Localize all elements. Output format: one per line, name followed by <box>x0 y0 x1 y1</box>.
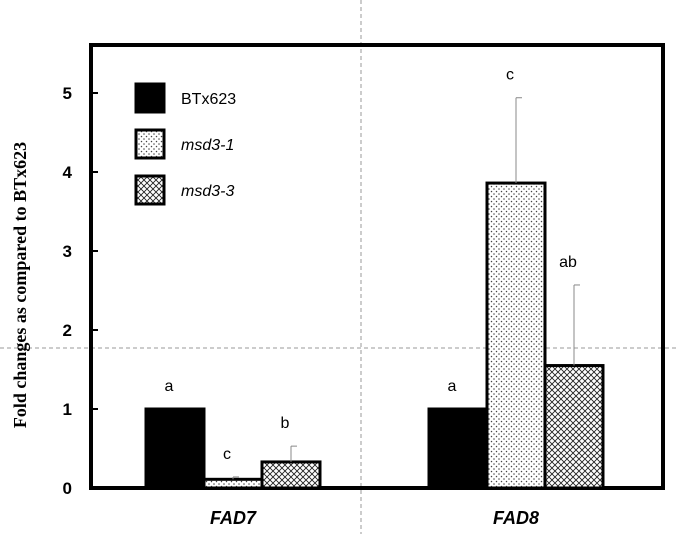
bars <box>144 181 605 490</box>
significance-label: c <box>223 446 231 463</box>
plot-frame <box>89 43 665 490</box>
y-axis-ticks: 0 1 2 3 4 5 <box>63 84 98 498</box>
legend-swatch-msd3-3 <box>134 174 166 206</box>
legend-swatch-btx623 <box>134 82 166 114</box>
error-bars <box>232 97 580 480</box>
bar-fad8-msd3-3 <box>543 364 605 490</box>
significance-label: c <box>506 67 514 84</box>
y-tick-label: 1 <box>63 400 72 419</box>
bar-fad8-btx623 <box>427 407 489 490</box>
bar-fad7-msd3-3 <box>260 460 322 490</box>
y-tick-label: 3 <box>63 242 72 261</box>
significance-labels: a c b a c ab <box>165 67 577 463</box>
y-axis-label: Fold changes as compared to BTx623 <box>10 142 30 428</box>
legend-label: msd3-3 <box>181 183 234 200</box>
bar-fad7-btx623 <box>144 407 206 490</box>
x-axis-category-labels: FAD7 FAD8 <box>210 508 539 528</box>
bar-fad7-msd3-1 <box>202 477 264 490</box>
x-category-label: FAD7 <box>210 508 257 528</box>
bar-fad8-msd3-1 <box>485 181 547 490</box>
y-tick-label: 0 <box>63 479 72 498</box>
legend: BTx623 msd3-1 msd3-3 <box>134 82 236 206</box>
significance-label: a <box>165 378 174 395</box>
significance-label: b <box>281 415 290 432</box>
legend-label: msd3-1 <box>181 137 234 154</box>
significance-label: ab <box>559 254 577 271</box>
x-category-label: FAD8 <box>493 508 539 528</box>
legend-swatch-msd3-1 <box>134 128 166 160</box>
y-tick-label: 2 <box>63 321 72 340</box>
significance-label: a <box>448 378 457 395</box>
y-tick-label: 5 <box>63 84 72 103</box>
legend-label: BTx623 <box>181 91 236 108</box>
y-tick-label: 4 <box>63 163 73 182</box>
